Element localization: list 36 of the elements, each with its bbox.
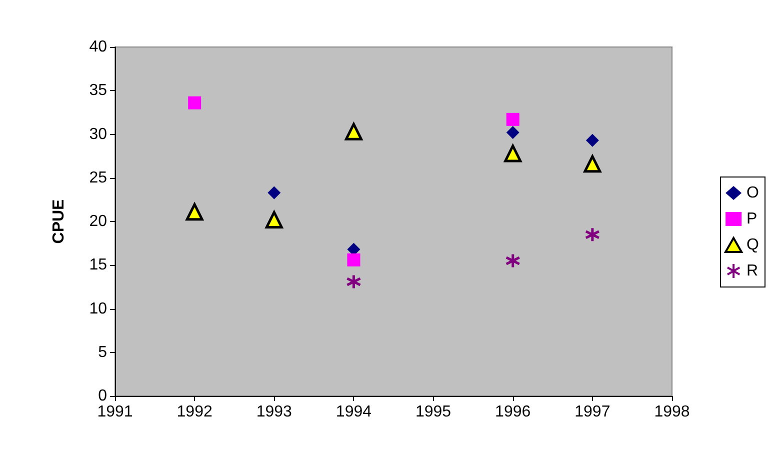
x-tick-label: 1996 <box>495 404 531 420</box>
x-tick-label: 1994 <box>336 404 372 420</box>
point <box>506 126 520 140</box>
y-tick-label: 15 <box>89 256 108 274</box>
point <box>504 144 522 162</box>
point <box>186 203 204 221</box>
legend-label: O <box>746 184 760 202</box>
x-tick-label: 1997 <box>574 404 610 420</box>
point <box>347 253 360 266</box>
y-tick-label: 40 <box>89 38 108 56</box>
point <box>584 155 602 173</box>
x-tick-label: 1991 <box>97 404 133 420</box>
y-tick-label: 5 <box>98 344 108 361</box>
y-tick-label: 0 <box>98 388 108 404</box>
point <box>344 122 362 140</box>
point <box>346 274 362 290</box>
y-tick-label: 25 <box>89 169 108 186</box>
point <box>586 134 599 147</box>
x-tick-label: 1998 <box>654 404 690 420</box>
point <box>268 186 281 200</box>
y-tick-label: 10 <box>89 300 108 318</box>
y-tick-label: 20 <box>89 213 108 230</box>
point <box>506 112 520 126</box>
point <box>265 211 283 229</box>
x-tick-label: 1995 <box>415 404 452 420</box>
x-tick-label: 1992 <box>176 404 212 420</box>
y-tick-label: 35 <box>89 82 108 100</box>
point <box>505 253 521 269</box>
legend-label: P <box>746 210 758 228</box>
legend-label: Q <box>746 236 760 254</box>
x-tick-label: 1993 <box>256 404 292 420</box>
legend-label: R <box>746 262 758 280</box>
y-axis-title: CPUE <box>50 198 68 244</box>
point <box>584 226 600 242</box>
y-tick-label: 30 <box>89 126 108 143</box>
point <box>188 96 202 110</box>
